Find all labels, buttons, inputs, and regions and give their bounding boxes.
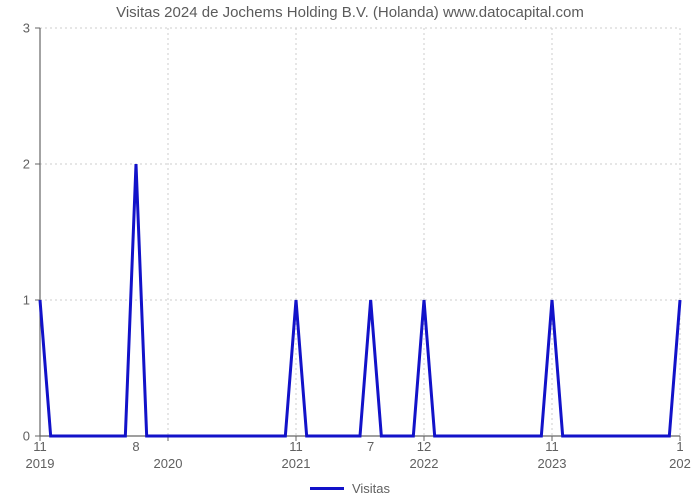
y-tick-label: 0 xyxy=(23,429,30,444)
x-bottom-tick-label: 202 xyxy=(669,456,691,471)
plot-area xyxy=(40,28,680,436)
x-bottom-tick-label: 2022 xyxy=(410,456,439,471)
x-top-tick-label: 11 xyxy=(545,439,559,454)
visits-line-chart: Visitas 2024 de Jochems Holding B.V. (Ho… xyxy=(0,0,700,500)
x-bottom-tick-label: 2019 xyxy=(26,456,55,471)
legend: Visitas xyxy=(0,478,700,496)
x-top-tick-label: 11 xyxy=(33,439,47,454)
y-tick-label: 1 xyxy=(23,293,30,308)
chart-title: Visitas 2024 de Jochems Holding B.V. (Ho… xyxy=(0,4,700,21)
legend-swatch xyxy=(310,487,344,490)
x-top-tick-label: 12 xyxy=(417,439,431,454)
y-tick-label: 2 xyxy=(23,157,30,172)
x-bottom-tick-label: 2021 xyxy=(282,456,311,471)
x-bottom-tick-label: 2023 xyxy=(538,456,567,471)
x-top-tick-label: 8 xyxy=(132,439,139,454)
plot-svg xyxy=(40,28,680,436)
x-top-tick-label: 11 xyxy=(289,439,303,454)
legend-item-visitas: Visitas xyxy=(310,481,390,496)
y-tick-label: 3 xyxy=(23,21,30,36)
x-bottom-tick-label: 2020 xyxy=(154,456,183,471)
x-top-tick-label: 1 xyxy=(676,439,683,454)
x-top-tick-label: 7 xyxy=(367,439,374,454)
legend-label: Visitas xyxy=(352,481,390,496)
